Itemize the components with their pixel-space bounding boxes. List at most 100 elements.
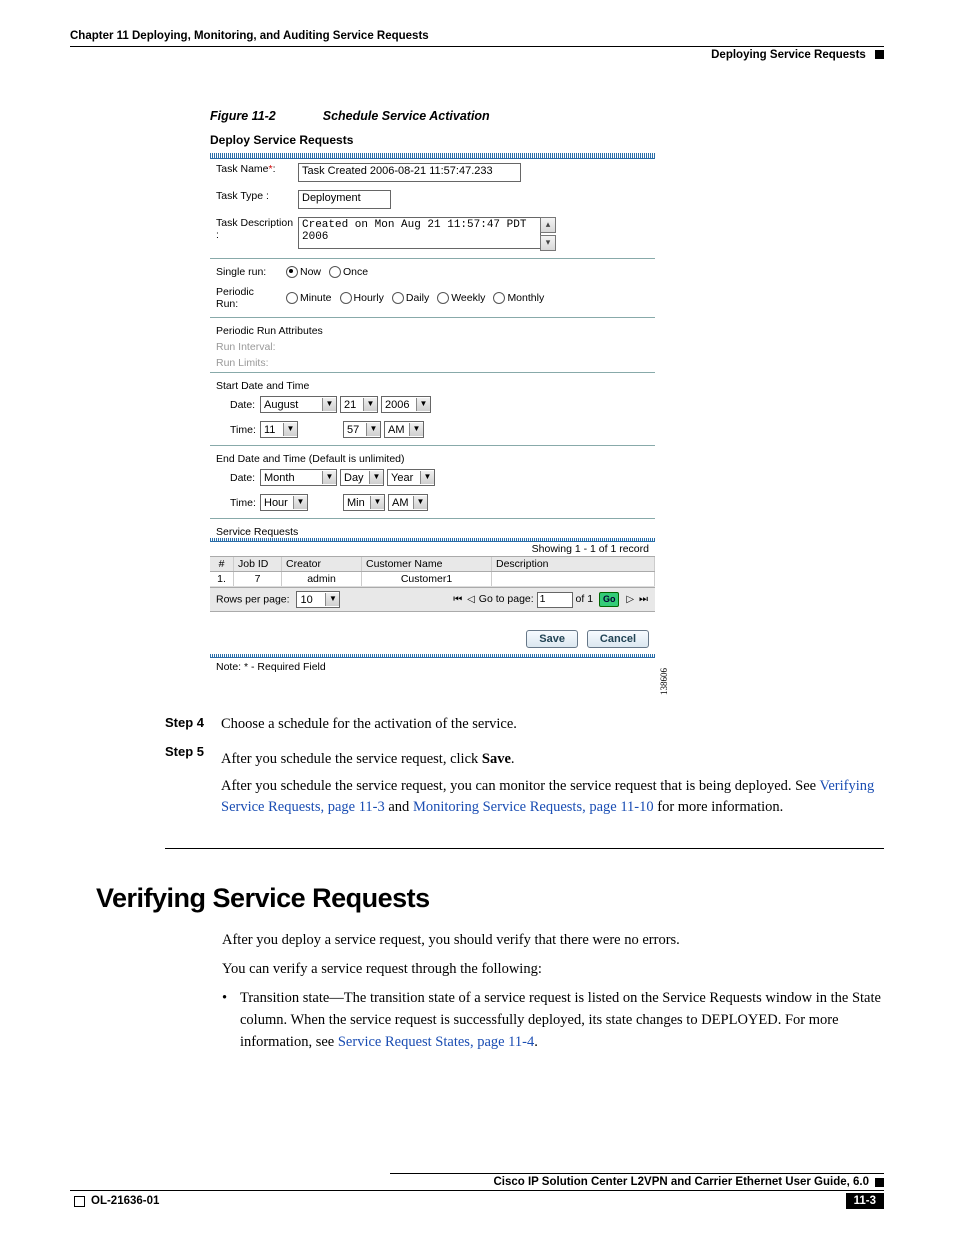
save-button[interactable]: Save: [526, 630, 578, 648]
figure-title: Schedule Service Activation: [323, 109, 490, 123]
figure-label: Figure 11-2: [210, 109, 276, 123]
radio-hourly[interactable]: [340, 292, 352, 304]
link-sr-states[interactable]: Service Request States, page 11-4: [338, 1034, 534, 1050]
chevron-down-icon: ▼: [322, 471, 336, 484]
go-button[interactable]: Go: [599, 592, 620, 607]
rows-per-page-select[interactable]: 10▼: [296, 591, 340, 608]
start-hour-select[interactable]: 11▼: [260, 421, 298, 438]
start-date-label: Date:: [230, 399, 260, 411]
page-number-badge: 11-3: [846, 1193, 884, 1209]
end-min-select[interactable]: Min▼: [343, 494, 385, 511]
radio-now[interactable]: [286, 266, 298, 278]
cell-job: 7: [234, 572, 282, 586]
chevron-down-icon: ▼: [370, 496, 384, 509]
running-head-left: Chapter 11 Deploying, Monitoring, and Au…: [70, 30, 884, 42]
first-page-icon[interactable]: ⏮: [453, 594, 462, 605]
col-num: #: [210, 557, 234, 571]
chevron-down-icon: ▼: [363, 398, 377, 411]
chevron-down-icon: ▼: [283, 423, 297, 436]
section-name: Deploying Service Requests: [711, 49, 866, 61]
cell-num: 1.: [210, 572, 234, 586]
radio-once[interactable]: [329, 266, 341, 278]
textarea-scroll-down-icon[interactable]: ▾: [540, 235, 556, 251]
end-ampm-select[interactable]: AM▼: [388, 494, 428, 511]
radio-monthly[interactable]: [493, 292, 505, 304]
radio-minute[interactable]: [286, 292, 298, 304]
start-year-select[interactable]: 2006▼: [381, 396, 431, 413]
cell-creator: admin: [282, 572, 362, 586]
step-4: Step 4 Choose a schedule for the activat…: [165, 714, 884, 735]
page-footer: Cisco IP Solution Center L2VPN and Carri…: [70, 1173, 884, 1209]
chevron-down-icon: ▼: [293, 496, 307, 509]
chevron-down-icon: ▼: [366, 423, 380, 436]
task-name-input[interactable]: Task Created 2006-08-21 11:57:47.233: [298, 163, 521, 182]
link-monitoring[interactable]: Monitoring Service Requests, page 11-10: [413, 799, 654, 815]
radio-minute-label: Minute: [300, 292, 332, 304]
radio-once-label: Once: [343, 266, 368, 278]
service-requests-heading: Service Requests: [210, 522, 655, 538]
task-desc-textarea[interactable]: Created on Mon Aug 21 11:57:47 PDT 2006: [298, 217, 541, 249]
step-5-para2: After you schedule the service request, …: [221, 776, 884, 818]
end-time-label: Time:: [230, 497, 260, 509]
table-header: # Job ID Creator Customer Name Descripti…: [210, 556, 655, 572]
task-type-input[interactable]: Deployment: [298, 190, 391, 209]
separator: [210, 518, 655, 519]
section-end-rule: [165, 848, 884, 849]
col-description[interactable]: Description: [492, 557, 655, 571]
chevron-down-icon: ▼: [416, 398, 430, 411]
run-limits-label: Run Limits:: [210, 353, 655, 369]
col-job[interactable]: Job ID: [234, 557, 282, 571]
start-month-select[interactable]: August▼: [260, 396, 337, 413]
task-name-label: Task Name*:: [216, 163, 298, 175]
chevron-down-icon: ▼: [369, 471, 383, 484]
start-ampm-select[interactable]: AM▼: [384, 421, 424, 438]
table-row[interactable]: 1. 7 admin Customer1: [210, 572, 655, 587]
pager: Rows per page: 10▼ ⏮ ◁ Go to page: 1 of …: [210, 587, 655, 612]
radio-hourly-label: Hourly: [354, 292, 384, 304]
bullet-icon: •: [222, 988, 240, 1053]
cell-desc: [492, 572, 655, 586]
separator: [210, 258, 655, 259]
end-day-select[interactable]: Day▼: [340, 469, 384, 486]
section-p2: You can verify a service request through…: [222, 959, 884, 980]
chevron-down-icon: ▼: [409, 423, 423, 436]
dialog-title: Deploy Service Requests: [210, 133, 655, 147]
end-year-select[interactable]: Year▼: [387, 469, 435, 486]
footer-docnum: OL-21636-01: [91, 1195, 159, 1207]
separator: [210, 372, 655, 373]
figure-side-number: 138606: [659, 668, 669, 695]
last-page-icon[interactable]: ⏭: [639, 594, 648, 605]
header-rule: [70, 46, 884, 47]
of-label: of 1: [576, 593, 594, 605]
start-day-select[interactable]: 21▼: [340, 396, 378, 413]
cancel-button[interactable]: Cancel: [587, 630, 649, 648]
task-desc-label: Task Description :: [216, 217, 298, 241]
start-date-heading: Start Date and Time: [210, 376, 655, 392]
radio-weekly-label: Weekly: [451, 292, 485, 304]
footer-guide: Cisco IP Solution Center L2VPN and Carri…: [70, 1174, 884, 1190]
goto-page-input[interactable]: 1: [537, 592, 573, 608]
textarea-scroll-up-icon[interactable]: ▴: [540, 217, 556, 233]
col-customer[interactable]: Customer Name: [362, 557, 492, 571]
radio-daily[interactable]: [392, 292, 404, 304]
footer-open-block-icon: [74, 1196, 85, 1207]
prev-page-icon[interactable]: ◁: [467, 594, 475, 605]
step-5-label: Step 5: [165, 743, 221, 824]
start-min-select[interactable]: 57▼: [343, 421, 381, 438]
col-creator[interactable]: Creator: [282, 557, 362, 571]
figure-caption: Figure 11-2 Schedule Service Activation: [210, 109, 884, 123]
periodic-run-label: Periodic Run:: [216, 286, 278, 310]
separator: [210, 445, 655, 446]
chevron-down-icon: ▼: [325, 593, 339, 606]
section-heading: Verifying Service Requests: [96, 883, 884, 914]
end-hour-select[interactable]: Hour▼: [260, 494, 308, 511]
separator: [210, 317, 655, 318]
step-4-text: Choose a schedule for the activation of …: [221, 714, 884, 735]
end-month-select[interactable]: Month▼: [260, 469, 337, 486]
radio-weekly[interactable]: [437, 292, 449, 304]
step-4-label: Step 4: [165, 714, 221, 735]
step-5: Step 5 After you schedule the service re…: [165, 743, 884, 824]
end-date-label: Date:: [230, 472, 260, 484]
showing-label: Showing 1 - 1 of 1 record: [210, 542, 655, 556]
next-page-icon[interactable]: ▷: [626, 594, 634, 605]
